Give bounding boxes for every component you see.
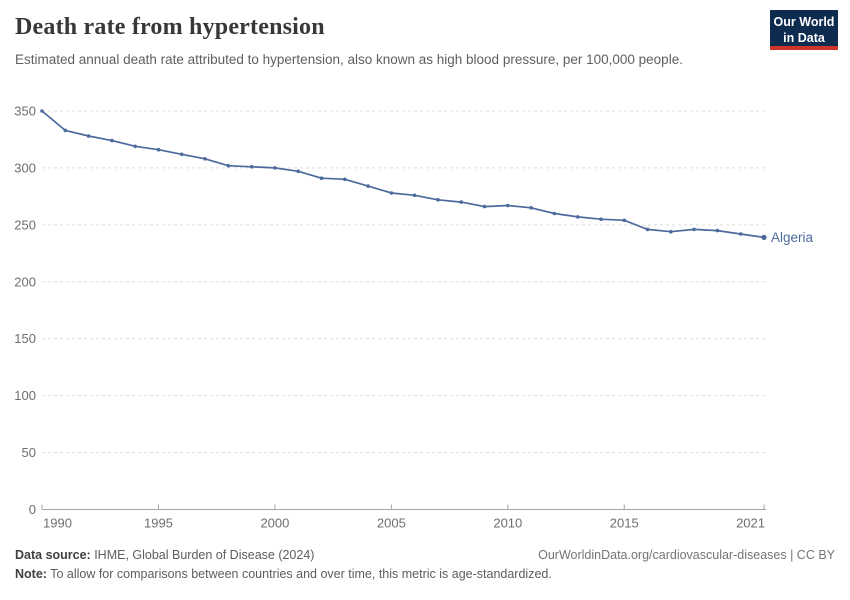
data-point [599, 217, 603, 221]
data-point [575, 215, 580, 219]
y-tick-label: 100 [14, 388, 36, 403]
data-point [482, 204, 487, 209]
data-point [203, 157, 207, 161]
data-point [226, 163, 231, 168]
owid-url-link[interactable]: OurWorldinData.org/cardiovascular-diseas… [538, 548, 835, 562]
y-tick-label: 150 [14, 331, 36, 346]
owid-logo-line2: in Data [783, 31, 825, 46]
y-tick-label: 250 [14, 217, 36, 232]
y-tick-label: 300 [14, 160, 36, 175]
data-point [86, 134, 91, 138]
data-point [529, 206, 533, 210]
data-point [552, 211, 557, 216]
x-tick-label: 2021 [736, 516, 765, 531]
data-point [436, 198, 440, 202]
data-source-label: Data source: [15, 548, 91, 562]
data-point [715, 228, 720, 233]
x-tick-label: 2010 [493, 516, 522, 531]
data-point [459, 200, 464, 204]
data-point [40, 109, 44, 113]
data-point [622, 218, 627, 223]
data-point [389, 191, 394, 195]
data-point [296, 169, 301, 174]
x-axis: 1990 1995 2000 2005 2010 2015 2021 [41, 504, 765, 531]
data-source-text: IHME, Global Burden of Disease (2024) [90, 548, 315, 562]
data-point [366, 184, 370, 188]
x-tick-label: 2015 [610, 516, 639, 531]
x-tick-label: 2005 [377, 516, 406, 531]
data-point [761, 234, 767, 240]
data-point [156, 147, 161, 152]
trend-line [41, 110, 765, 239]
data-point [319, 176, 324, 180]
data-point [412, 193, 417, 198]
data-point [133, 144, 137, 149]
x-tick-label: 1995 [144, 516, 173, 531]
series-label-algeria[interactable]: Algeria [771, 230, 814, 245]
y-gridlines [42, 110, 766, 510]
chart-subtitle: Estimated annual death rate attributed t… [15, 52, 683, 67]
data-point [179, 152, 184, 157]
x-tick-label: 1990 [43, 516, 72, 531]
note-text: To allow for comparisons between countri… [46, 567, 552, 582]
x-tick-label: 2000 [260, 516, 289, 531]
page-title: Death rate from hypertension [15, 14, 325, 40]
data-point [249, 165, 254, 169]
data-point [738, 232, 743, 236]
owid-logo-line1: Our World [773, 15, 835, 29]
data-point [692, 227, 696, 232]
note-label: Note: [15, 567, 47, 582]
y-tick-label: 50 [22, 445, 36, 460]
y-tick-label: 350 [14, 104, 36, 119]
note-line: Note: To allow for comparisons between c… [15, 565, 835, 584]
owid-logo[interactable]: Our World in Data [770, 10, 838, 50]
data-point [506, 203, 510, 208]
data-point [343, 177, 347, 182]
data-source-line: Data source: IHME, Global Burden of Dise… [15, 546, 314, 565]
data-point [669, 229, 673, 234]
y-tick-labels: 0 50 100 150 200 250 300 350 [14, 104, 36, 518]
data-point [273, 166, 277, 170]
data-point [110, 138, 114, 143]
data-point [63, 128, 68, 133]
series-algeria: Algeria [40, 109, 814, 245]
y-tick-label: 200 [14, 274, 36, 289]
y-tick-label: 0 [29, 502, 36, 517]
data-point [645, 227, 650, 232]
chart-footer: Data source: IHME, Global Burden of Dise… [15, 546, 835, 585]
